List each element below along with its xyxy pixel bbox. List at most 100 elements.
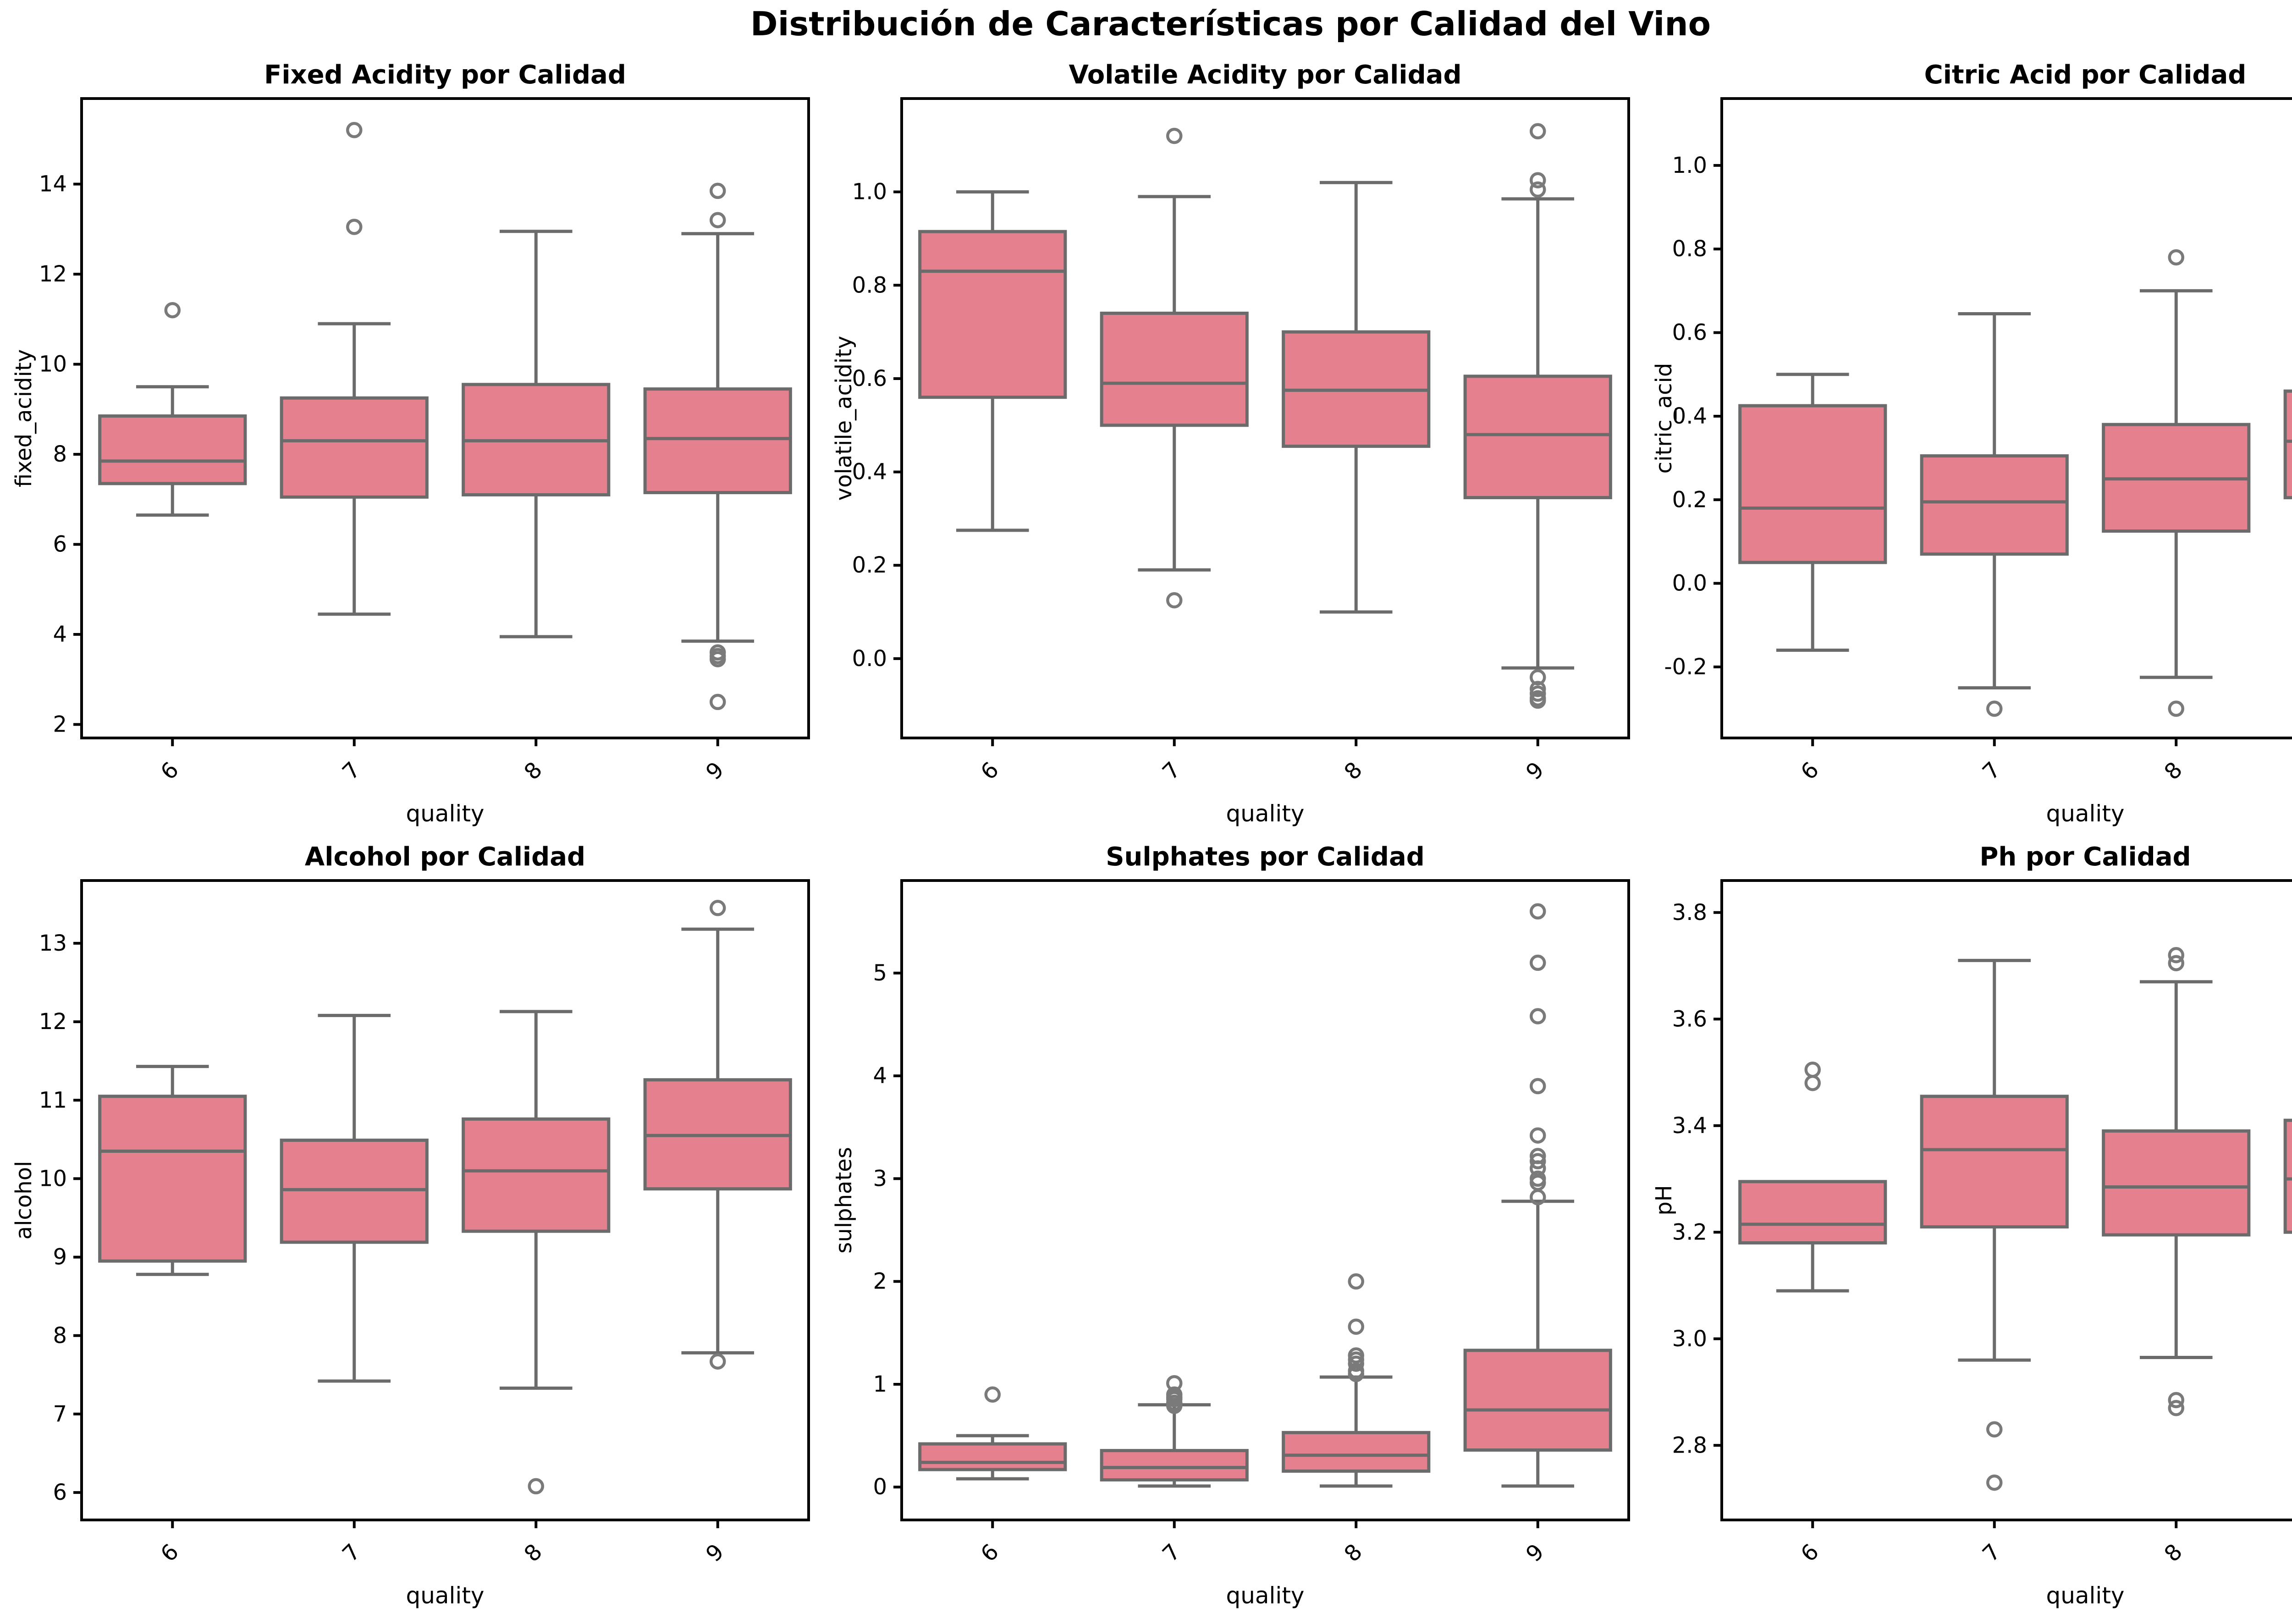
subplot-title: Volatile Acidity por Calidad [1069,60,1461,90]
x-tick-label-group: 7 [1157,757,1185,785]
outlier-marker [2168,947,2184,963]
axes-frame [1720,879,2292,1521]
box-quality-6 [918,230,1067,399]
outlier-marker [1530,692,1546,709]
outlier-marker [528,1478,544,1495]
box-quality-8 [462,1117,611,1233]
box-quality-9 [1463,1349,1612,1452]
x-tick-label-group: 9 [1521,757,1549,785]
subplot-title: Sulphates por Calidad [1106,842,1425,872]
outlier-marker [1166,1398,1183,1414]
x-tick-label-group: 7 [1157,1539,1185,1567]
outlier-marker [1530,1153,1546,1170]
subplot-title: Citric Acid por Calidad [1924,60,2247,90]
y-axis-label-group: fixed_acidity [11,349,37,487]
axes-frame [900,879,1630,1521]
subplot-ph: Ph por Calidad2.83.03.23.43.63.86789qual… [1651,842,2292,1609]
y-axis-label-group: alcohol [11,1161,37,1240]
y-tick-label: 1.0 [1672,153,1707,178]
x-axis-label: quality [2046,800,2124,827]
x-tick-label-group: 8 [2160,757,2187,785]
box-quality-8 [2102,1129,2251,1237]
x-axis-label: quality [2046,1582,2124,1609]
box-quality-6 [1738,404,1887,564]
x-tick-label: 6 [1796,1539,1824,1567]
y-tick-label: 3.0 [1672,1326,1707,1352]
outlier-marker [2168,249,2184,266]
outlier-marker [1530,1189,1546,1206]
box-quality-6 [918,1442,1067,1471]
box-quality-9 [2283,389,2292,500]
x-tick-label-group: 8 [2160,1539,2187,1567]
x-tick-label-group: 7 [1978,757,2006,785]
y-axis-label: citric_acid [1651,363,1677,474]
box-quality-7 [1100,1449,1249,1482]
box-quality-6 [98,414,247,485]
y-tick-label: 2.8 [1672,1432,1707,1458]
outlier-marker [164,302,181,319]
x-tick-label-group: 7 [337,757,365,785]
outlier-marker [1348,1355,1364,1372]
outlier-marker [346,122,363,138]
y-tick-label: 2 [53,712,67,738]
y-tick-label: 9 [53,1244,67,1270]
y-tick-label: 3.4 [1672,1113,1707,1139]
axes-frame [900,97,1630,739]
subplot-alcohol: Alcohol por Calidad 6 7 8 9 10 11 12 13 6 7 8 9 quali… [11,842,810,1609]
subplot-volatile-acidity: Volatile Acidity por Calidad 0.0 0.2 0.4 0.6… [831,60,1630,827]
y-tick-label: 0.4 [852,459,887,485]
x-tick-label-group: 9 [701,1539,729,1567]
x-tick-label-group: 8 [519,1539,547,1567]
box-quality-7 [1920,454,2069,556]
x-tick-label-group: 6 [1796,757,1824,785]
outlier-marker [1804,1061,1821,1078]
y-tick-label: 4 [53,622,67,647]
outlier-marker [1166,127,1183,144]
outlier-marker [984,1386,1001,1403]
outlier-marker [346,219,363,235]
x-tick-label-group: 7 [337,1539,365,1567]
x-axis-label: quality [406,800,484,827]
outlier-marker [1530,669,1546,686]
y-tick-label: 3.8 [1672,900,1707,925]
axes-frame [80,879,810,1521]
y-axis-label: alcohol [11,1161,37,1240]
box-quality-9 [2283,1118,2292,1234]
y-tick-label: 11 [39,1087,67,1113]
x-axis-label: quality [1226,1582,1304,1609]
y-tick-label: 6 [53,1480,67,1505]
y-tick-label: 12 [39,1009,67,1035]
y-tick-label: 1 [873,1371,887,1397]
y-tick-label: 4 [873,1063,887,1089]
y-axis-label: pH [1651,1185,1677,1216]
x-tick-label-group: 6 [976,1539,1004,1567]
y-axis-label-group: sulphates [831,1147,857,1253]
box-quality-7 [1100,311,1249,427]
x-tick-label: 8 [519,1539,547,1567]
outlier-marker [1530,903,1546,920]
x-tick-label-group: 9 [701,757,729,785]
x-tick-label: 6 [1796,757,1824,785]
outlier-marker [1166,592,1183,609]
y-tick-label: 1.0 [852,179,887,205]
x-tick-label-group: 6 [156,1539,184,1567]
y-tick-label: 14 [39,171,67,197]
outlier-marker [710,694,726,710]
box-quality-6 [1738,1180,1887,1244]
y-tick-label: -0.2 [1664,654,1707,680]
outlier-marker [1986,1474,2003,1491]
y-tick-label: 0.2 [1672,487,1707,512]
outlier-marker [710,212,726,228]
y-tick-label: 10 [39,352,67,377]
y-tick-label: 0.0 [1672,571,1707,596]
outlier-marker [1348,1318,1364,1335]
x-axis-label: quality [1226,800,1304,827]
x-tick-label-group: 8 [519,757,547,785]
y-tick-label: 0.8 [1672,236,1707,262]
y-tick-label: 3 [873,1166,887,1191]
axes-frame [1720,97,2292,739]
y-tick-label: 3.6 [1672,1006,1707,1032]
box-quality-7 [280,396,429,499]
outlier-marker [1804,1075,1821,1091]
